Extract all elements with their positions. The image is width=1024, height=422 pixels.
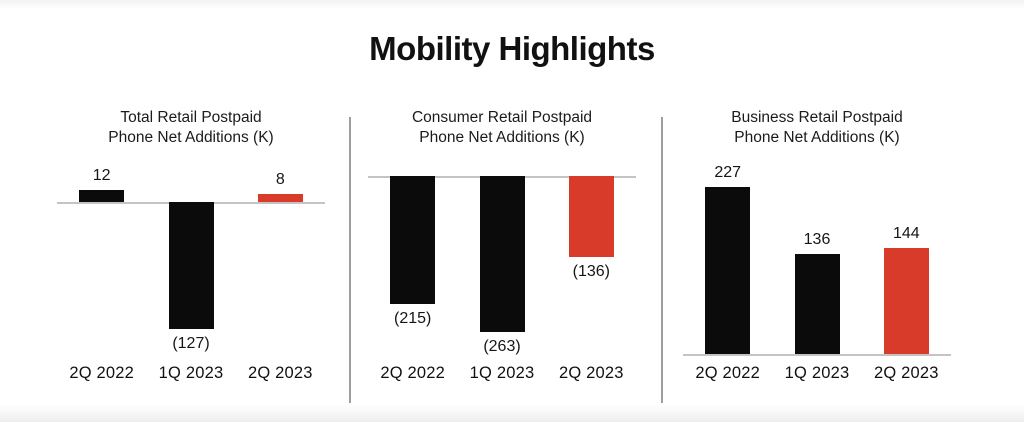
category-axis: 2Q 2022 1Q 2023 2Q 2023: [57, 364, 325, 383]
category-label: 1Q 2023: [469, 364, 535, 382]
category-label: 2Q 2023: [558, 364, 624, 382]
chart-title: Total Retail Postpaid Phone Net Addition…: [57, 108, 325, 148]
chart-panel-consumer: Consumer Retail Postpaid Phone Net Addit…: [368, 108, 636, 383]
plot-area-total: 12 (127) 8: [57, 160, 325, 360]
panel-divider: [661, 117, 663, 403]
bar-1q-2023: [479, 176, 525, 332]
chart-title-line: Total Retail Postpaid: [120, 109, 262, 126]
value-label: (136): [572, 263, 610, 280]
value-label: 227: [714, 164, 742, 181]
bar-2q-2022: [390, 176, 436, 304]
bar-1q-2023: [168, 202, 214, 329]
bar-2q-2022: [79, 190, 125, 202]
zero-axis-line: [683, 354, 951, 356]
chart-title: Consumer Retail Postpaid Phone Net Addit…: [368, 108, 636, 148]
bar-2q-2022: [705, 187, 751, 354]
plot-area-business: 227 136 144: [683, 160, 951, 360]
plot-area-consumer: (215) (263) (136): [368, 160, 636, 360]
value-label: 12: [92, 167, 111, 184]
chart-panel-total: Total Retail Postpaid Phone Net Addition…: [57, 108, 325, 383]
category-label: 2Q 2023: [247, 364, 313, 382]
category-label: 2Q 2023: [873, 364, 939, 382]
value-label: (127): [172, 335, 210, 352]
category-axis: 2Q 2022 1Q 2023 2Q 2023: [683, 364, 951, 383]
value-label: (215): [393, 310, 432, 327]
chart-title-line: Phone Net Additions (K): [108, 129, 274, 146]
chart-title-line: Phone Net Additions (K): [419, 129, 585, 146]
chart-title: Business Retail Postpaid Phone Net Addit…: [683, 108, 951, 148]
page-title: Mobility Highlights: [369, 30, 655, 67]
panel-divider: [349, 117, 351, 403]
chart-title-line: Consumer Retail Postpaid: [411, 109, 593, 126]
category-label: 2Q 2022: [380, 364, 446, 382]
value-label: 144: [892, 225, 920, 242]
value-label: 8: [275, 171, 285, 188]
bar-1q-2023: [794, 254, 840, 354]
bar-2q-2023: [257, 194, 303, 202]
bar-2q-2023: [883, 248, 929, 354]
category-label: 1Q 2023: [784, 364, 850, 382]
chart-title-line: Business Retail Postpaid: [731, 109, 903, 126]
category-label: 2Q 2022: [69, 364, 135, 382]
bar-2q-2023: [568, 176, 614, 257]
category-axis: 2Q 2022 1Q 2023 2Q 2023: [368, 364, 636, 383]
value-label: (263): [483, 338, 521, 355]
value-label: 136: [803, 231, 831, 248]
chart-title-line: Phone Net Additions (K): [734, 129, 900, 146]
category-label: 2Q 2022: [695, 364, 761, 382]
chart-panel-business: Business Retail Postpaid Phone Net Addit…: [683, 108, 951, 383]
category-label: 1Q 2023: [158, 364, 224, 382]
